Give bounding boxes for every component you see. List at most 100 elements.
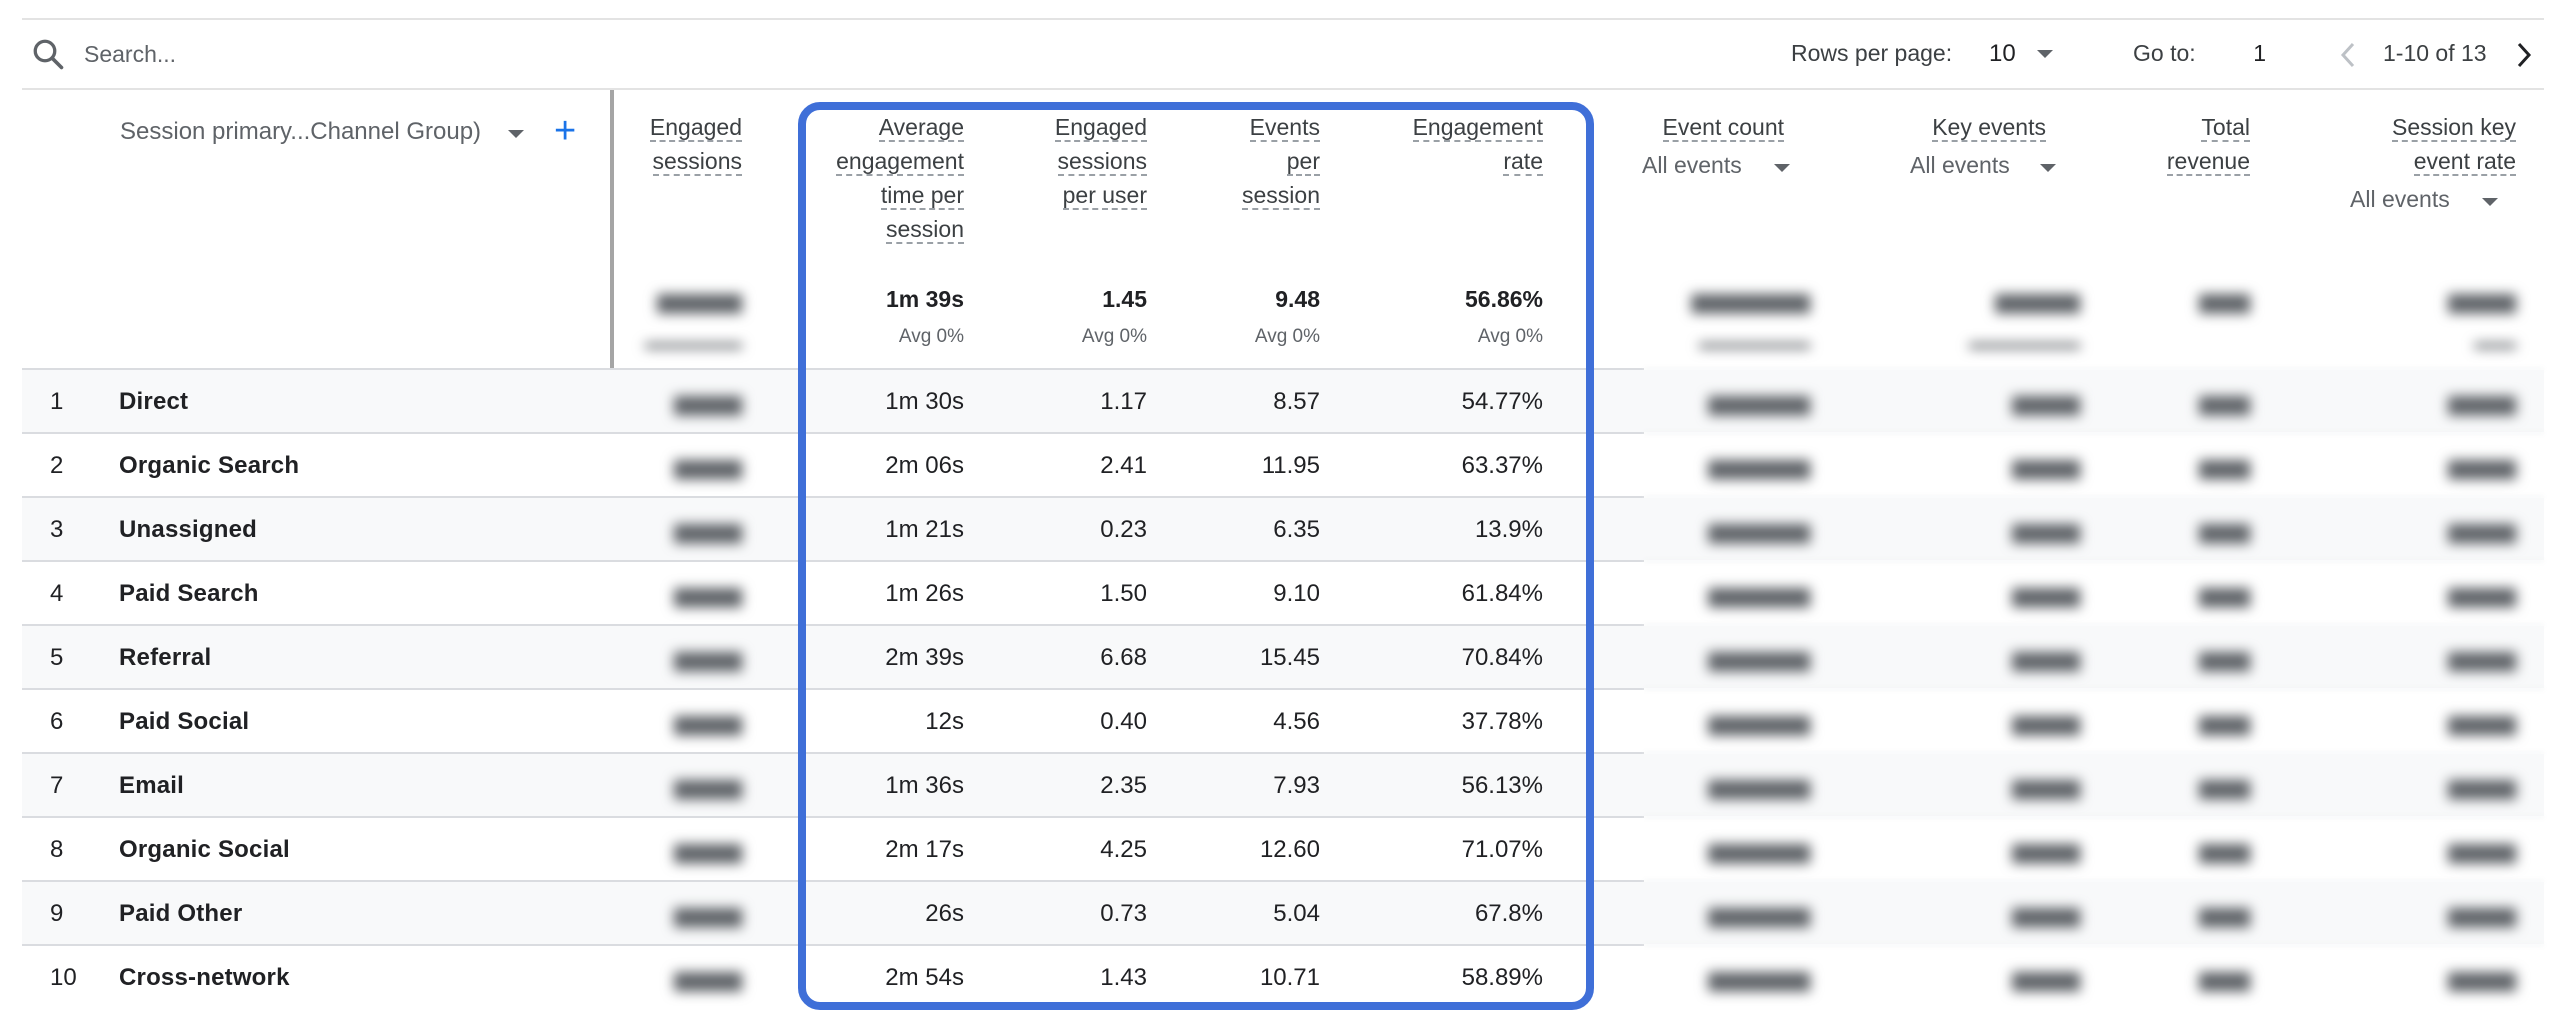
header-average-engagement-time[interactable]: Average engagement time per session (760, 110, 964, 246)
channel-name[interactable]: Organic Social (119, 836, 290, 863)
row-divider (22, 496, 1644, 498)
row-divider (1644, 560, 2544, 562)
key-events-filter[interactable]: All events (1910, 148, 2070, 182)
header-event-count[interactable]: Event count (1600, 110, 1784, 144)
total-events-per-session-sub: Avg 0% (1254, 326, 1320, 347)
table-row[interactable] (22, 818, 1644, 880)
event-count-blurred: ▆▆▆▆▆▆ (1708, 774, 1810, 799)
row-divider (22, 432, 1644, 434)
header-text: Average (878, 114, 964, 142)
rows-per-page-label: Rows per page: (1791, 40, 1953, 66)
chevron-down-icon (508, 130, 524, 138)
event-count-blurred: ▆▆▆▆▆▆ (1708, 582, 1810, 607)
session-key-event-rate-blurred: ▆▆▆▆ (2448, 710, 2516, 735)
total-revenue-blurred: ▆▆▆ (2199, 390, 2250, 415)
header-engagement-rate[interactable]: Engagement rate (1330, 110, 1543, 178)
row-index: 2 (50, 452, 64, 479)
chevron-left-icon[interactable] (2336, 38, 2360, 72)
session-key-event-rate-blurred: ▆▆▆▆ (2448, 454, 2516, 479)
table-row[interactable] (22, 562, 1644, 624)
session-key-event-rate-blurred: ▆▆▆▆ (2448, 390, 2516, 415)
rows-per-page-select[interactable]: 10 (1985, 34, 2065, 74)
engaged-sessions-blurred: ▆▆▆▆ (674, 518, 742, 543)
total-event-count-sub-blurred: ▂▂▂▂▂▂▂▂ (1699, 328, 1810, 348)
engaged-sessions-blurred: ▆▆▆▆ (674, 902, 742, 927)
channel-name[interactable]: Cross-network (119, 964, 290, 991)
header-engaged-sessions-per-user[interactable]: Engaged sessions per user (960, 110, 1147, 212)
table-row[interactable] (22, 626, 1644, 688)
channel-name[interactable]: Direct (119, 388, 189, 415)
row-divider (22, 560, 1644, 562)
session-key-event-rate-blurred: ▆▆▆▆ (2448, 518, 2516, 543)
plus-icon[interactable]: + (554, 110, 577, 152)
table-row[interactable] (22, 882, 1644, 944)
goto-label: Go to: (2133, 40, 2196, 66)
session-key-event-rate-blurred: ▆▆▆▆ (2448, 646, 2516, 671)
engagement-rate-cell: 54.77% (1461, 388, 1543, 415)
key-events-blurred: ▆▆▆▆ (2012, 838, 2080, 863)
header-key-events[interactable]: Key events (1860, 110, 2046, 144)
channel-name[interactable]: Organic Search (119, 452, 300, 479)
key-events-blurred: ▆▆▆▆ (2012, 390, 2080, 415)
row-divider (22, 944, 1644, 946)
header-session-key-event-rate[interactable]: Session key event rate (2300, 110, 2516, 178)
engaged-sessions-per-user-cell: 2.35 (1100, 772, 1147, 799)
header-engaged-sessions[interactable]: Engaged sessions (560, 110, 742, 178)
engaged-sessions-per-user-cell: 6.68 (1100, 644, 1147, 671)
channel-name[interactable]: Paid Social (119, 708, 250, 735)
row-divider (1644, 880, 2544, 882)
total-event-count-blurred: ▆▆▆▆▆▆▆ (1691, 288, 1810, 313)
header-events-per-session[interactable]: Events per session (1150, 110, 1320, 212)
channel-name[interactable]: Paid Other (119, 900, 243, 927)
row-divider (1644, 496, 2544, 498)
table-row[interactable] (22, 690, 1644, 752)
avg-engagement-time-cell: 2m 39s (885, 644, 964, 671)
table-row[interactable] (22, 946, 1644, 1008)
total-key-events-sub-blurred: ▂▂▂▂▂▂▂▂ (1969, 328, 2080, 348)
total-revenue-blurred: ▆▆▆ (2199, 838, 2250, 863)
dimension-selector[interactable]: Session primary...Channel Group) (120, 116, 524, 150)
key-events-blurred: ▆▆▆▆ (2012, 774, 2080, 799)
engaged-sessions-blurred: ▆▆▆▆ (674, 838, 742, 863)
table-row[interactable] (22, 434, 1644, 496)
events-per-session-cell: 11.95 (1261, 452, 1320, 479)
event-count-blurred: ▆▆▆▆▆▆ (1708, 966, 1810, 991)
channel-name[interactable]: Paid Search (119, 580, 259, 607)
header-text: event rate (2413, 148, 2516, 176)
events-per-session-cell: 10.71 (1259, 964, 1320, 991)
header-text: Event count (1662, 114, 1784, 142)
table-row-extension (1644, 370, 2544, 432)
pagination-range: 1-10 of 13 (2383, 40, 2487, 66)
event-count-filter[interactable]: All events (1642, 148, 1802, 182)
toolbar-bottom-divider (22, 88, 2544, 90)
header-total-revenue[interactable]: Total revenue (2090, 110, 2250, 178)
key-events-blurred: ▆▆▆▆ (2012, 454, 2080, 479)
engagement-rate-cell: 70.84% (1461, 644, 1543, 671)
table-row[interactable] (22, 370, 1644, 432)
channel-name[interactable]: Referral (119, 644, 212, 671)
total-revenue-blurred: ▆▆▆ (2199, 710, 2250, 735)
table-row[interactable] (22, 754, 1644, 816)
header-text: rate (1503, 148, 1543, 176)
total-revenue-blurred: ▆▆▆ (2199, 646, 2250, 671)
avg-engagement-time-cell: 2m 06s (885, 452, 964, 479)
table-row[interactable] (22, 498, 1644, 560)
key-events-blurred: ▆▆▆▆ (2012, 582, 2080, 607)
channel-name[interactable]: Email (119, 772, 185, 799)
session-key-event-rate-filter[interactable]: All events (2350, 182, 2510, 216)
search-icon[interactable] (30, 36, 66, 72)
session-key-event-rate-blurred: ▆▆▆▆ (2448, 902, 2516, 927)
search-input[interactable] (84, 36, 784, 72)
engaged-sessions-blurred: ▆▆▆▆ (674, 582, 742, 607)
header-text: Engagement (1412, 114, 1543, 142)
engaged-sessions-blurred: ▆▆▆▆ (674, 710, 742, 735)
chevron-right-icon[interactable] (2512, 38, 2536, 72)
channel-name[interactable]: Unassigned (119, 516, 258, 543)
session-key-event-rate-blurred: ▆▆▆▆ (2448, 774, 2516, 799)
avg-engagement-time-cell: 12s (925, 708, 964, 735)
total-engagement-rate: 56.86% (1464, 286, 1543, 312)
row-divider (1644, 816, 2544, 818)
goto-input[interactable]: 1 (2253, 40, 2266, 66)
header-text: engagement (836, 148, 964, 176)
dimension-header: Session primary...Channel Group) (120, 118, 482, 145)
